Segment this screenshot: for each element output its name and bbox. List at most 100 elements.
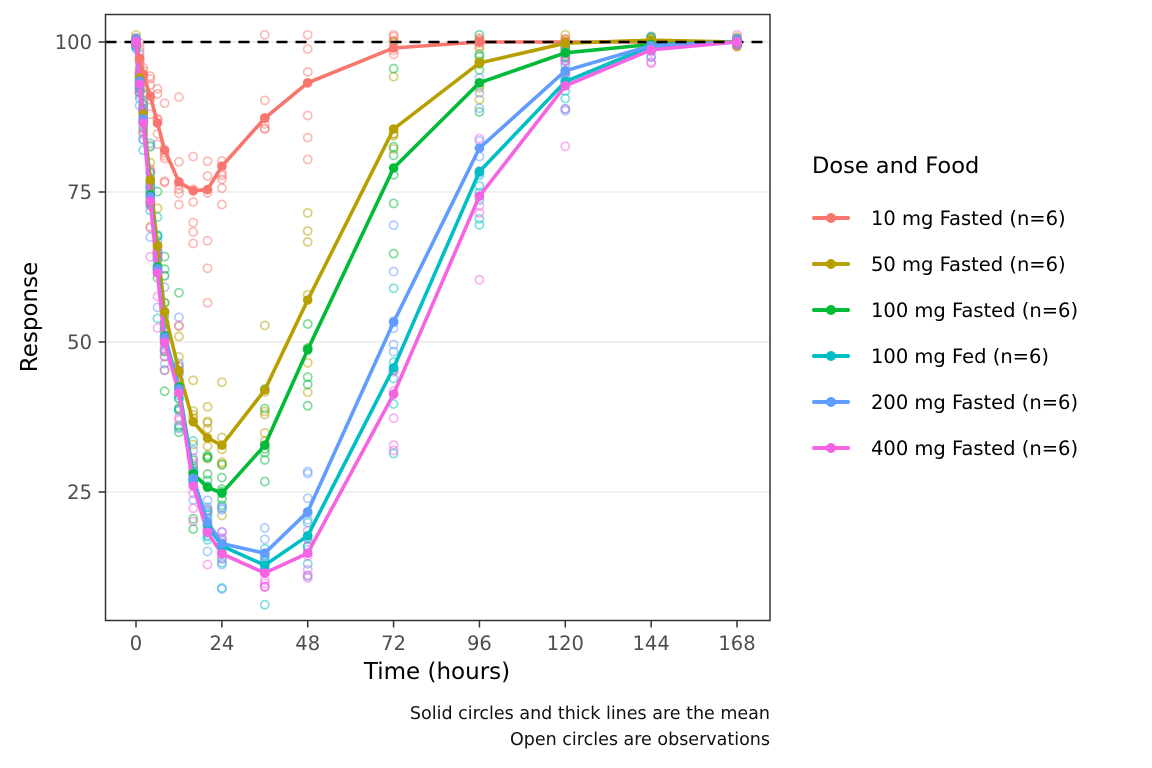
observation-point: [259, 599, 270, 610]
mean-point: [260, 385, 270, 395]
observation-point: [259, 320, 270, 331]
observation-point: [188, 197, 199, 207]
observation-point: [188, 375, 199, 386]
mean-point: [260, 113, 270, 123]
observation-point: [173, 188, 184, 199]
observation-point: [474, 181, 485, 191]
legend-entry-label: 10 mg Fasted (n=6): [871, 206, 1066, 230]
mean-point: [174, 366, 184, 376]
mean-point: [646, 45, 656, 55]
observation-point: [302, 154, 313, 165]
legend-entry-label: 50 mg Fasted (n=6): [871, 252, 1066, 276]
x-tick-label-0: 0: [130, 632, 142, 655]
mean-point: [188, 481, 198, 491]
observation-point: [474, 219, 485, 230]
legend-key-line-icon: [812, 351, 850, 361]
observation-point: [173, 199, 184, 210]
legend-entry-400-mg-fasted-n-6: 400 mg Fasted (n=6): [812, 425, 1078, 471]
y-tick-label-50: 50: [67, 331, 92, 354]
observation-point: [474, 87, 485, 98]
legend-entry-label: 100 mg Fasted (n=6): [871, 298, 1079, 322]
legend-entry-10-mg-fasted-n-6: 10 mg Fasted (n=6): [812, 195, 1078, 241]
observation-point: [173, 287, 184, 298]
mean-point: [388, 163, 399, 173]
mean-point: [260, 548, 270, 558]
legend-key-dot-icon: [826, 397, 836, 407]
mean-point: [388, 317, 399, 328]
observation-point: [388, 266, 399, 277]
observation-point: [159, 98, 170, 109]
observation-point: [302, 226, 313, 236]
observation-point: [202, 171, 213, 181]
observation-point: [302, 207, 313, 218]
observation-point: [259, 403, 270, 414]
observation-point: [159, 177, 170, 188]
observation-point: [388, 346, 399, 357]
observation-point: [388, 220, 399, 231]
observation-point: [560, 141, 571, 152]
mean-point: [560, 48, 571, 58]
observation-point: [202, 297, 213, 308]
observation-point: [159, 386, 170, 397]
mean-point: [217, 549, 227, 559]
y-axis-title: Response: [17, 261, 43, 373]
observation-point: [202, 559, 213, 570]
mean-point: [560, 66, 571, 76]
mean-points-layer: [131, 35, 742, 578]
mean-point: [388, 389, 399, 400]
observation-point: [202, 469, 213, 479]
observation-point: [259, 476, 270, 487]
observation-point: [173, 427, 184, 438]
observation-point: [302, 493, 313, 504]
mean-point: [202, 184, 213, 195]
legend-key-line-icon: [812, 443, 850, 453]
y-tick-label-75: 75: [67, 181, 92, 204]
observation-point: [216, 199, 227, 210]
mean-point: [188, 473, 198, 484]
observation-point: [188, 151, 199, 162]
observation-point: [388, 198, 399, 209]
x-tick-label-168: 168: [718, 632, 755, 655]
mean-point: [188, 186, 198, 196]
x-tick-label-72: 72: [381, 632, 406, 655]
mean-point: [560, 38, 571, 48]
mean-point: [217, 488, 227, 499]
observation-point: [202, 495, 213, 506]
observation-point: [259, 95, 270, 106]
observation-point: [202, 423, 213, 434]
observation-point: [188, 513, 199, 524]
observation-point: [188, 238, 199, 249]
observation-point: [259, 454, 270, 465]
observation-point: [474, 274, 485, 285]
observation-point: [302, 67, 313, 77]
mean-point: [152, 118, 163, 128]
legend: Dose and Food 10 mg Fasted (n=6) 50 mg Fa…: [812, 153, 1078, 471]
legend-key-dot-icon: [826, 213, 836, 223]
observation-point: [474, 207, 485, 218]
mean-point: [159, 337, 170, 347]
observation-point: [302, 468, 313, 479]
mean-point: [134, 53, 145, 63]
observation-point: [474, 107, 485, 117]
x-tick-label-120: 120: [547, 632, 584, 655]
mean-point: [152, 268, 163, 278]
observation-point: [173, 156, 184, 167]
x-tick-label-96: 96: [467, 632, 492, 655]
mean-point: [152, 241, 163, 251]
legend-key-dot-icon: [826, 305, 836, 315]
observation-point: [259, 523, 270, 533]
observation-point: [202, 156, 213, 167]
mean-point: [388, 43, 399, 53]
observation-point: [302, 319, 313, 329]
observation-point: [302, 44, 313, 54]
mean-point: [134, 79, 145, 89]
mean-point: [302, 345, 313, 355]
mean-point: [202, 482, 213, 493]
x-axis-title: Time (hours): [363, 659, 511, 685]
mean-point: [302, 295, 313, 305]
observation-point: [188, 503, 199, 514]
observation-point: [259, 409, 270, 420]
observation-point: [159, 358, 170, 369]
observation-point: [216, 559, 227, 570]
mean-point: [388, 363, 399, 373]
